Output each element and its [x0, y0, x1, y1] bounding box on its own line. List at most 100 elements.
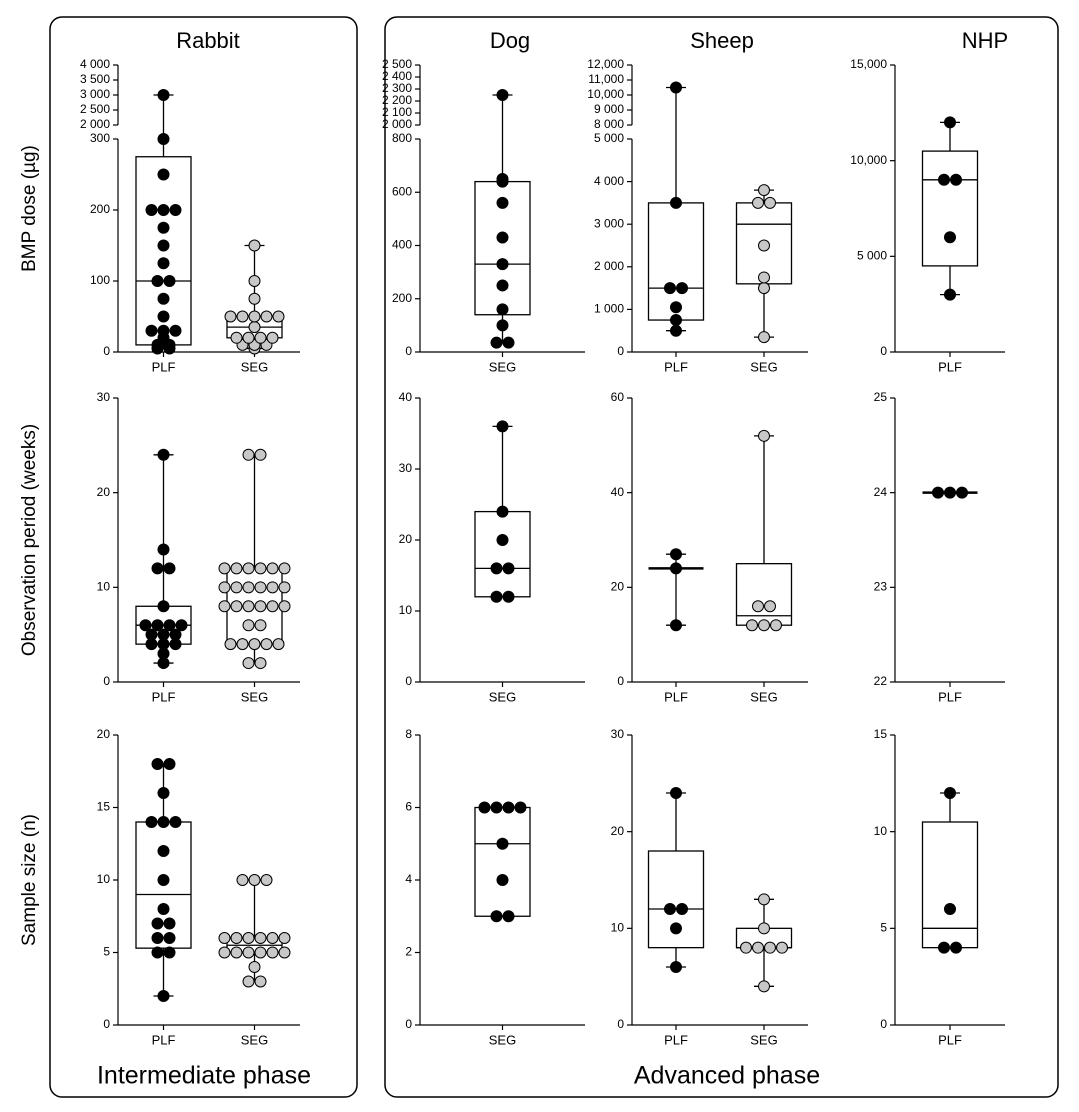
data-point: [163, 758, 176, 770]
data-point: [254, 946, 267, 959]
y-tick-label: 20: [399, 532, 413, 546]
y-tick-label: 23: [874, 580, 888, 594]
data-point: [664, 903, 676, 915]
data-point: [502, 590, 515, 603]
x-tick-label: SEG: [489, 1032, 516, 1047]
x-tick-label: SEG: [489, 359, 516, 374]
data-point: [266, 562, 279, 575]
group-label: Advanced phase: [634, 1062, 820, 1090]
data-point: [670, 619, 682, 632]
data-point: [764, 600, 776, 613]
data-point: [242, 619, 255, 632]
data-point: [248, 310, 261, 323]
data-point: [157, 543, 170, 556]
y-tick-label: 2 100: [382, 105, 412, 119]
data-point: [758, 331, 770, 344]
data-point: [151, 562, 164, 575]
data-point: [490, 562, 503, 575]
data-point: [248, 321, 261, 334]
data-point: [157, 903, 170, 915]
y-tick-label: 10: [611, 921, 625, 935]
y-tick-label: 15: [874, 727, 888, 741]
data-point: [496, 319, 509, 332]
data-point: [218, 581, 231, 594]
data-point: [175, 619, 188, 632]
data-point: [478, 801, 491, 814]
y-tick-label: 30: [97, 390, 111, 404]
data-point: [776, 941, 788, 954]
data-point: [145, 204, 158, 216]
data-point: [496, 172, 509, 185]
y-tick-label: 5: [880, 921, 887, 935]
data-point: [224, 638, 237, 651]
data-point: [157, 845, 170, 857]
data-point: [157, 310, 170, 323]
data-point: [272, 638, 285, 651]
y-tick-label: 25: [874, 390, 888, 404]
data-point: [944, 787, 956, 799]
y-tick-label: 5 000: [857, 249, 887, 263]
data-point: [260, 310, 273, 323]
data-point: [157, 448, 170, 461]
data-point: [752, 941, 764, 954]
data-point: [664, 282, 676, 295]
data-point: [514, 801, 527, 814]
data-point: [496, 196, 509, 209]
y-tick-label: 3 000: [594, 216, 624, 230]
data-point: [758, 282, 770, 295]
data-point: [496, 303, 509, 316]
data-point: [950, 173, 962, 186]
data-point: [248, 961, 261, 973]
y-tick-label: 8: [405, 727, 412, 741]
data-point: [157, 874, 170, 886]
data-point: [496, 420, 509, 433]
y-tick-label: 3 000: [80, 87, 110, 101]
data-point: [145, 628, 158, 641]
x-tick-label: SEG: [241, 1032, 268, 1047]
data-point: [254, 619, 267, 632]
data-point: [254, 562, 267, 575]
data-point: [266, 932, 279, 944]
y-tick-label: 22: [874, 674, 888, 688]
y-axis-label: BMP dose (µg): [19, 145, 40, 272]
x-tick-label: PLF: [664, 1032, 688, 1047]
data-point: [163, 619, 176, 632]
data-point: [758, 271, 770, 284]
y-tick-label: 400: [392, 238, 412, 252]
group-label: Intermediate phase: [97, 1062, 311, 1090]
data-point: [260, 638, 273, 651]
x-tick-label: PLF: [664, 359, 688, 374]
y-tick-label: 200: [392, 291, 412, 305]
x-tick-label: PLF: [152, 689, 176, 704]
data-point: [242, 331, 255, 344]
y-tick-label: 0: [405, 674, 412, 688]
data-point: [956, 486, 968, 499]
y-tick-label: 0: [103, 344, 110, 358]
x-tick-label: SEG: [750, 689, 777, 704]
y-tick-label: 2: [405, 945, 412, 959]
y-tick-label: 0: [103, 1017, 110, 1031]
y-tick-label: 15: [97, 800, 111, 814]
data-point: [151, 946, 164, 959]
data-point: [157, 787, 170, 799]
data-point: [502, 910, 515, 923]
data-point: [944, 486, 956, 499]
data-point: [490, 336, 503, 349]
y-tick-label: 2 200: [382, 93, 412, 107]
data-point: [758, 429, 770, 442]
x-tick-label: SEG: [241, 689, 268, 704]
data-point: [670, 922, 682, 935]
data-point: [169, 628, 182, 641]
data-point: [496, 279, 509, 292]
y-tick-label: 40: [611, 485, 625, 499]
data-point: [496, 534, 509, 546]
y-tick-label: 4: [405, 872, 412, 886]
data-point: [218, 562, 231, 575]
data-point: [740, 941, 752, 954]
data-point: [254, 657, 267, 670]
data-point: [944, 116, 956, 129]
y-tick-label: 0: [103, 674, 110, 688]
data-point: [944, 288, 956, 301]
data-point: [242, 581, 255, 594]
box: [735, 563, 793, 626]
